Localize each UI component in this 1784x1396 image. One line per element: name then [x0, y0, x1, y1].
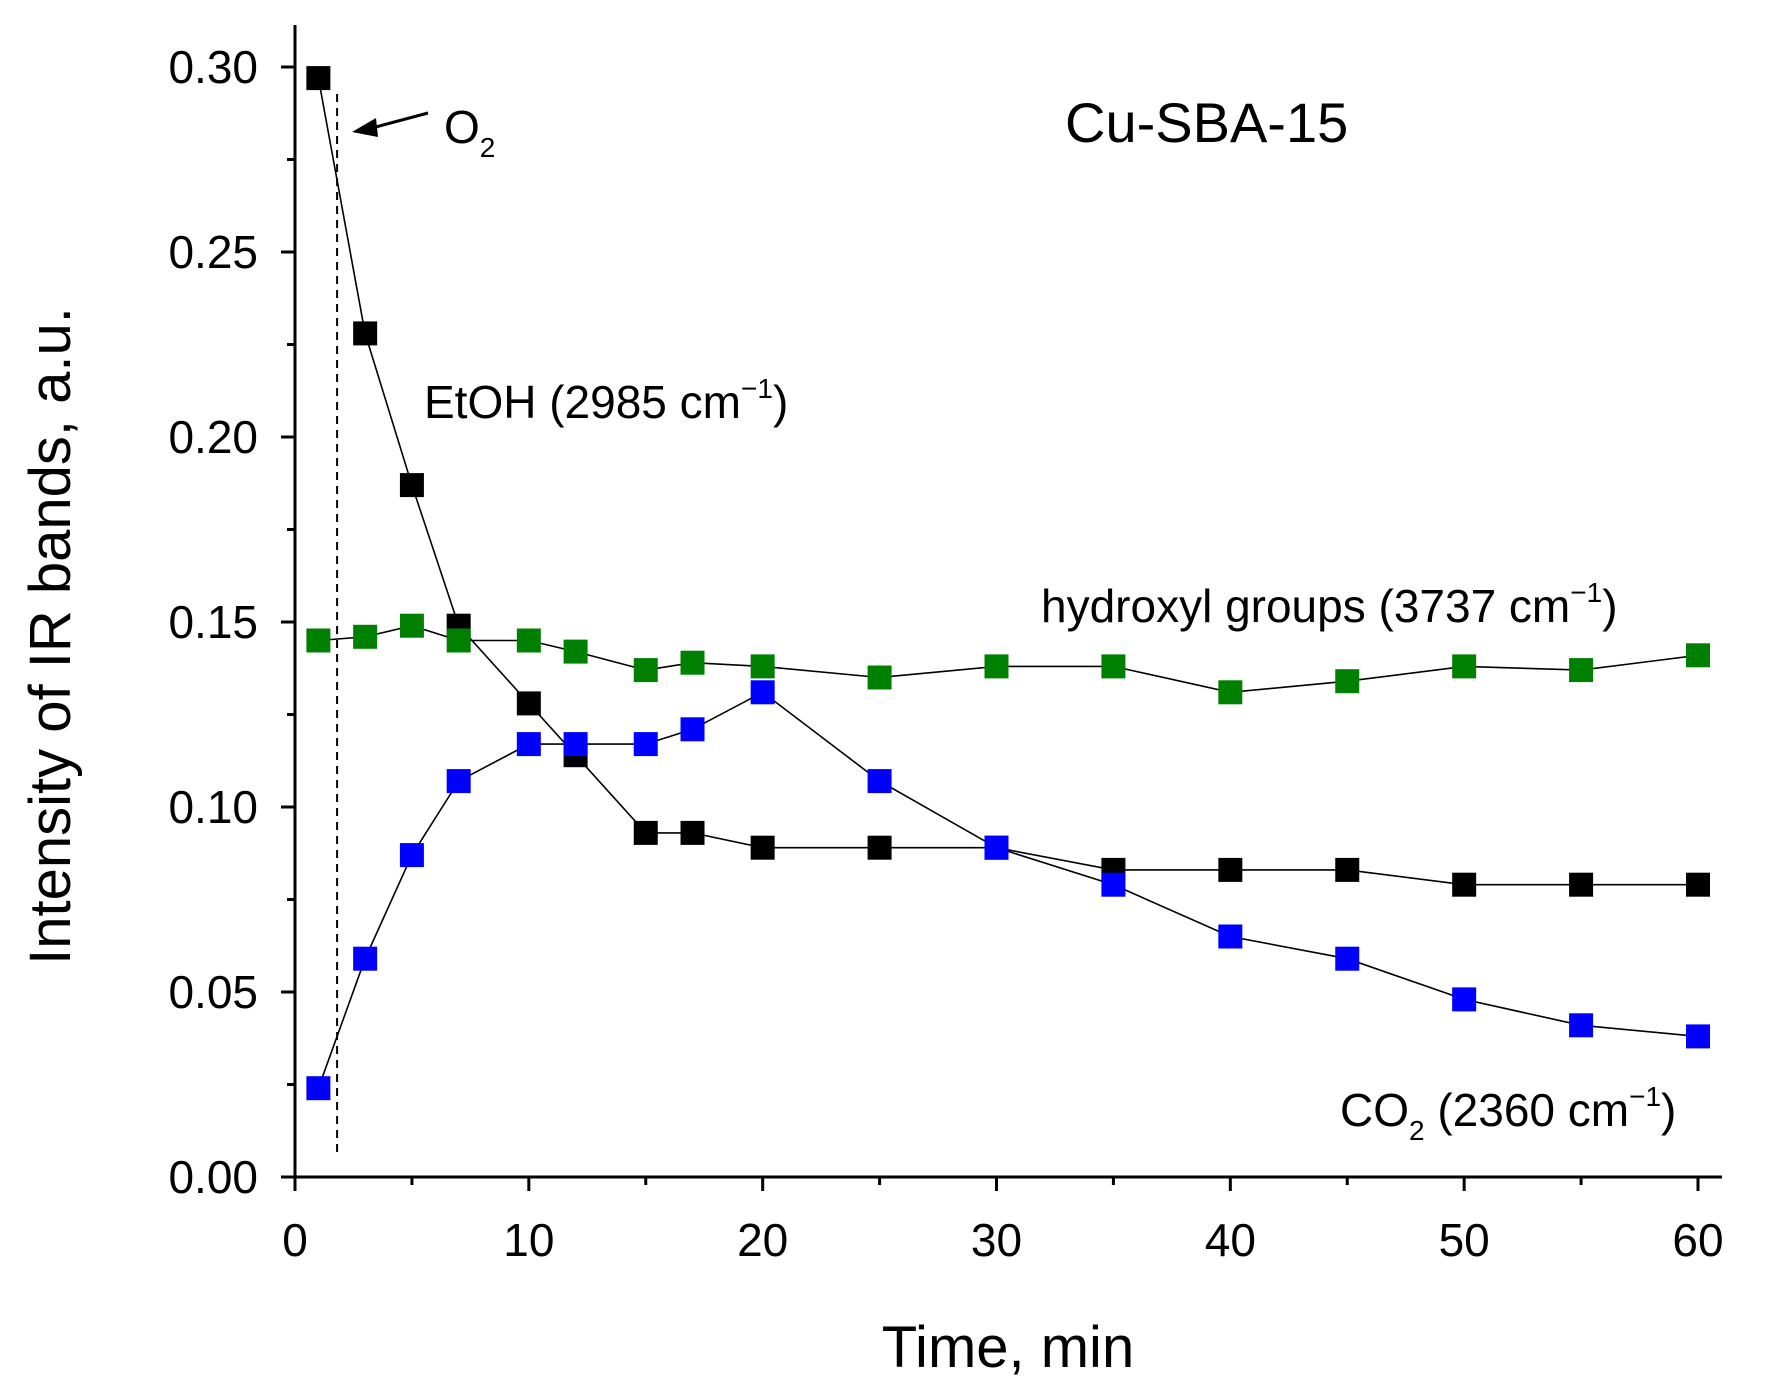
co2-label-main: CO: [1340, 1084, 1409, 1136]
hydroxyl-groups-point-3: [353, 624, 378, 649]
hydroxyl-groups-point-60: [1686, 643, 1710, 668]
hydroxyl-groups-point-25: [867, 665, 892, 690]
y-tick-label-0.00: 0.00: [168, 1151, 258, 1203]
hydroxyl-groups-point-17: [680, 650, 705, 675]
x-tick-label-10: 10: [503, 1214, 554, 1266]
etoh-label-tail: ): [773, 376, 788, 428]
etoh-point-45: [1335, 857, 1360, 882]
y-tick-label-0.25: 0.25: [168, 226, 258, 278]
etoh-point-60: [1686, 872, 1710, 897]
co2-point-7: [446, 769, 471, 794]
co2-point-15: [633, 732, 658, 757]
hydroxyl-label-tail: ): [1602, 580, 1617, 632]
o2-arrow-shaft: [371, 111, 429, 130]
hydroxyl-groups-point-20: [750, 654, 775, 679]
hydroxyl-groups-point-45: [1335, 669, 1360, 694]
hydroxyl-groups-point-12: [563, 639, 588, 664]
etoh-point-1: [306, 66, 331, 91]
x-tick-label-50: 50: [1439, 1214, 1490, 1266]
hydroxyl-label-main: hydroxyl groups (3737 cm: [1041, 580, 1570, 632]
co2-point-45: [1335, 946, 1360, 971]
etoh-point-40: [1218, 857, 1243, 882]
etoh-line: [317, 77, 1698, 886]
y-tick-label-0.05: 0.05: [168, 966, 258, 1018]
o2-event-label: O2: [444, 101, 495, 163]
co2-point-3: [353, 946, 378, 971]
co2-label-end: ): [1661, 1084, 1676, 1136]
o2-arrow-head: [352, 118, 378, 137]
etoh-point-3: [353, 321, 378, 346]
co2-point-1: [306, 1076, 331, 1101]
hydroxyl-label-sup: −1: [1570, 577, 1602, 608]
co2-label-sub: 2: [1409, 1115, 1425, 1146]
hydroxyl-groups-point-30: [984, 654, 1009, 679]
etoh-point-10: [516, 691, 541, 716]
y-tick-label-0.10: 0.10: [168, 781, 258, 833]
x-tick-label-20: 20: [737, 1214, 788, 1266]
y-ticks: 0.00 0.05 0.10 0.15 0.20 0.25 0.30: [168, 41, 295, 1203]
co2-point-60: [1686, 1024, 1710, 1049]
co2-label-sup: −1: [1629, 1081, 1661, 1112]
x-axis-title: Time, min: [882, 1315, 1134, 1380]
co2-point-17: [680, 717, 705, 742]
hydroxyl-groups-point-10: [516, 628, 541, 653]
x-tick-label-40: 40: [1205, 1214, 1256, 1266]
co2-point-40: [1218, 924, 1243, 949]
hydroxyl-groups-point-55: [1569, 658, 1594, 683]
x-tick-label-0: 0: [282, 1214, 308, 1266]
x-tick-label-30: 30: [971, 1214, 1022, 1266]
y-tick-label-0.15: 0.15: [168, 596, 258, 648]
co2-point-10: [516, 732, 541, 757]
etoh-point-55: [1569, 872, 1594, 897]
o2-label-main: O: [444, 101, 480, 153]
axes: [293, 25, 1722, 1179]
hydroxyl-groups-point-50: [1452, 654, 1477, 679]
co2-point-30: [984, 835, 1009, 860]
hydroxyl-series-label: hydroxyl groups (3737 cm−1): [1041, 577, 1618, 632]
co2-point-12: [563, 732, 588, 757]
etoh-point-20: [750, 835, 775, 860]
hydroxyl-groups-point-40: [1218, 680, 1243, 705]
etoh-point-17: [680, 820, 705, 845]
co2-point-50: [1452, 987, 1477, 1012]
hydroxyl-groups-point-1: [306, 628, 331, 653]
co2-point-25: [867, 769, 892, 794]
o2-event-marker: [336, 94, 429, 1155]
co2-point-5: [399, 843, 424, 868]
co2-point-55: [1569, 1013, 1594, 1038]
etoh-point-15: [633, 820, 658, 845]
etoh-point-5: [399, 473, 424, 498]
co2-label-tail: (2360 cm: [1425, 1084, 1630, 1136]
etoh-label-sup: −1: [741, 373, 773, 404]
hydroxyl-groups-point-35: [1101, 654, 1126, 679]
hydroxyl-groups-point-5: [399, 613, 424, 638]
y-axis-title: Intensity of IR bands, a.u.: [18, 307, 83, 965]
etoh-series-label: EtOH (2985 cm−1): [424, 373, 788, 428]
x-ticks: 0 10 20 30 40 50 60: [282, 1177, 1724, 1266]
x-tick-label-60: 60: [1672, 1214, 1723, 1266]
etoh-label-main: EtOH (2985 cm: [424, 376, 741, 428]
hydroxyl-groups-point-7: [446, 628, 471, 653]
chart-title: Cu-SBA-15: [1065, 91, 1348, 154]
y-tick-label-0.20: 0.20: [168, 411, 258, 463]
series-points: [306, 66, 1710, 1101]
co2-series-label: CO2 (2360 cm−1): [1340, 1081, 1676, 1146]
co2-point-35: [1101, 872, 1126, 897]
y-tick-label-0.30: 0.30: [168, 41, 258, 93]
o2-label-sub: 2: [480, 132, 496, 163]
co2-point-20: [750, 680, 775, 705]
etoh-point-50: [1452, 872, 1477, 897]
etoh-point-25: [867, 835, 892, 860]
hydroxyl-groups-point-15: [633, 658, 658, 683]
